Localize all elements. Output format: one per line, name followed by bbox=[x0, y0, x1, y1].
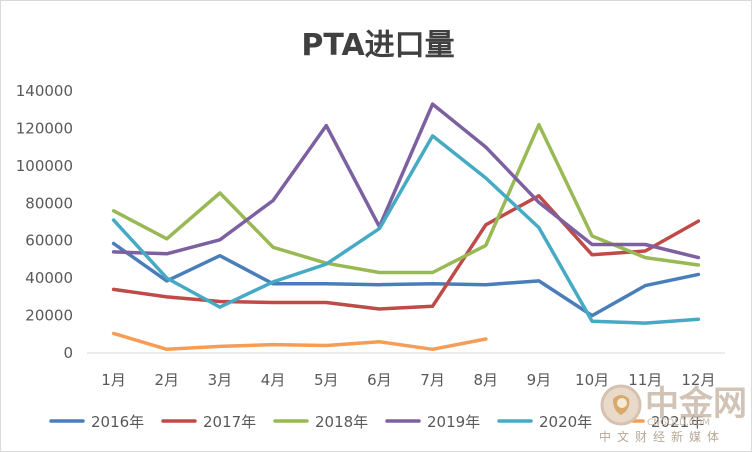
x-tick-label: 10月 bbox=[575, 371, 609, 389]
y-tick-label: 80000 bbox=[25, 194, 73, 212]
series-line-2021年 bbox=[111, 331, 488, 352]
cngold-logo-icon bbox=[600, 384, 642, 426]
legend-label: 2021年 bbox=[651, 413, 704, 431]
x-tick-label: 3月 bbox=[208, 371, 233, 389]
y-tick-label: 40000 bbox=[25, 269, 73, 287]
x-tick-label: 5月 bbox=[314, 371, 339, 389]
series-lines bbox=[111, 102, 701, 352]
watermark: 中金网 CNGOLD.COM 中文财经新媒体 bbox=[599, 384, 747, 444]
x-tick-label: 12月 bbox=[681, 371, 715, 389]
y-tick-label: 120000 bbox=[16, 119, 73, 137]
y-tick-label: 140000 bbox=[16, 82, 73, 100]
x-tick-label: 6月 bbox=[367, 371, 392, 389]
y-tick-label: 20000 bbox=[25, 307, 73, 325]
x-tick-label: 8月 bbox=[473, 371, 498, 389]
series-line-2016年 bbox=[111, 241, 701, 318]
x-axis-ticks: 1月 2月 3月 4月 5月 6月 7月 8月 9月 10月 11月 12月 bbox=[101, 371, 715, 389]
x-tick-label: 2月 bbox=[154, 371, 179, 389]
legend-label: 2017年 bbox=[203, 413, 256, 431]
legend-label: 2019年 bbox=[427, 413, 480, 431]
series-line-2020年 bbox=[111, 134, 701, 325]
x-tick-label: 4月 bbox=[261, 371, 286, 389]
legend-label: 2020年 bbox=[539, 413, 592, 431]
legend-label: 2016年 bbox=[91, 413, 144, 431]
x-tick-label: 7月 bbox=[420, 371, 445, 389]
chart-title: PTA进口量 bbox=[301, 28, 454, 63]
x-tick-label: 9月 bbox=[527, 371, 552, 389]
watermark-brand: 中金网 bbox=[645, 384, 747, 424]
watermark-tagline: 中文财经新媒体 bbox=[599, 429, 725, 444]
x-tick-label: 11月 bbox=[628, 371, 662, 389]
y-tick-label: 60000 bbox=[25, 232, 73, 250]
x-tick-label: 1月 bbox=[101, 371, 126, 389]
y-axis-ticks: 0 20000 40000 60000 80000 100000 120000 140000 bbox=[16, 82, 73, 362]
series-line-2019年 bbox=[111, 102, 701, 260]
series-line-2017年 bbox=[111, 194, 701, 311]
legend-label: 2018年 bbox=[315, 413, 368, 431]
y-tick-label: 100000 bbox=[16, 157, 73, 175]
y-tick-label: 0 bbox=[63, 344, 73, 362]
series-line-2018年 bbox=[111, 122, 701, 275]
watermark-url: CNGOLD.COM bbox=[647, 418, 710, 428]
